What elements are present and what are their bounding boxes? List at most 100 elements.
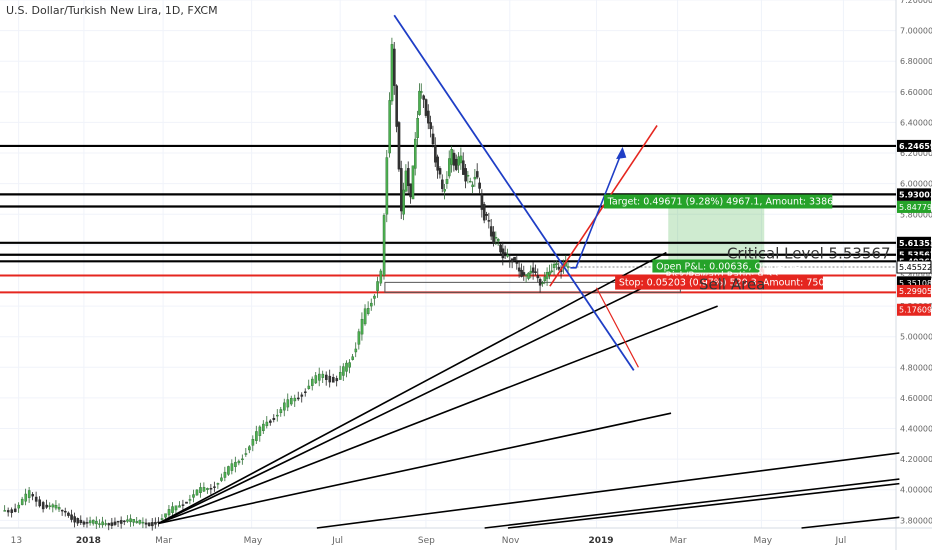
candle-body [524,274,528,277]
candle-body [485,214,488,216]
candle-body [48,505,52,507]
candle-body [314,375,318,384]
candle-body [129,518,132,523]
y-tick-label: 7.00000 [900,27,932,36]
candle-body [321,373,325,378]
candle-body [171,506,174,513]
candle-body [113,521,117,525]
candle-body [248,446,251,451]
candle-body [429,122,432,130]
candle-body [3,510,7,512]
candle-body [445,178,449,184]
candle-body [431,133,435,145]
price-badge-label: 5.35108 [899,279,932,288]
candle-body [220,477,223,481]
candle-body [307,385,311,389]
x-tick-label: Mar [670,536,687,546]
x-tick-label: May [753,536,772,546]
candle-body [31,494,35,497]
candle-body [73,516,76,523]
candle-body [244,453,248,455]
candle-body [227,466,230,475]
y-tick-label: 5.00000 [900,333,932,342]
candle-body [345,362,348,372]
candle-body [527,272,530,279]
candle-body [79,519,83,524]
candle-body [473,176,477,180]
candle-body [27,490,31,498]
candle-body [420,91,423,93]
candle-body [492,231,495,244]
candle-body [104,523,108,525]
candle-body [436,156,439,171]
x-tick-label: Jul [331,536,343,546]
fan-trend-line [158,305,718,525]
candle-body [54,504,58,509]
candle-body [110,522,114,526]
candle-body [395,85,398,127]
fan-trend-line [316,452,900,529]
candle-body [494,236,498,239]
candle-body [517,267,521,272]
candle-body [566,266,570,268]
y-tick-label: 6.40000 [900,118,932,127]
candle-body [342,366,345,376]
y-tick-label: 4.40000 [900,425,932,434]
candle-body [438,168,442,175]
candle-body [181,504,185,506]
candle-body [427,110,430,124]
candle-body [255,431,258,441]
candle-body [286,399,290,408]
candle-body [338,371,342,380]
y-tick-label: 3.80000 [900,516,932,525]
candle-body [144,522,148,525]
target-label: Target: 0.49671 (9.28%) 4967.1, Amount: … [607,196,849,207]
candle-body [393,48,396,86]
candle-body [506,254,509,257]
candle-body [402,189,405,215]
candle-body [265,421,269,427]
candle-body [536,275,540,279]
stop-label-box [615,275,823,290]
y-tick-label: 4.20000 [900,455,932,464]
candle-body [237,460,241,464]
candle-body [529,270,533,274]
candle-body [258,426,262,436]
candle-body [424,99,428,116]
price-badge [897,200,931,213]
candle-body [557,266,561,270]
candle-body [545,272,549,279]
candle-body [503,252,507,254]
candle-body [67,512,70,516]
candle-body [452,152,456,166]
fan-trend-line [158,251,667,525]
fan-trend-line [158,282,653,525]
candle-body [34,496,38,502]
y-tick-label: 7.20000 [900,0,932,5]
candle-body [370,302,373,307]
level-badge [897,139,931,152]
candle-body [41,502,45,510]
candle-body [534,271,537,273]
candle-body [300,394,304,397]
candle-body [543,276,547,282]
candle-body [351,356,355,360]
candle-body [160,518,164,520]
candle-body [434,145,437,163]
candle-body [279,409,283,414]
x-tick-label: May [244,536,263,546]
candle-body [464,168,467,182]
candle-body [209,488,213,490]
candle-body [513,256,516,262]
price-badge [897,303,931,316]
candle-body [508,259,512,262]
candle-body [475,171,479,178]
candle-body [422,95,425,100]
candle-body [328,375,332,383]
x-tick-label: 2019 [588,536,613,546]
candle-body [138,520,142,524]
chart-title: U.S. Dollar/Turkish New Lira, 1D, FXCM [6,4,218,17]
fan-trend-line [484,478,900,529]
candle-body [107,523,111,526]
